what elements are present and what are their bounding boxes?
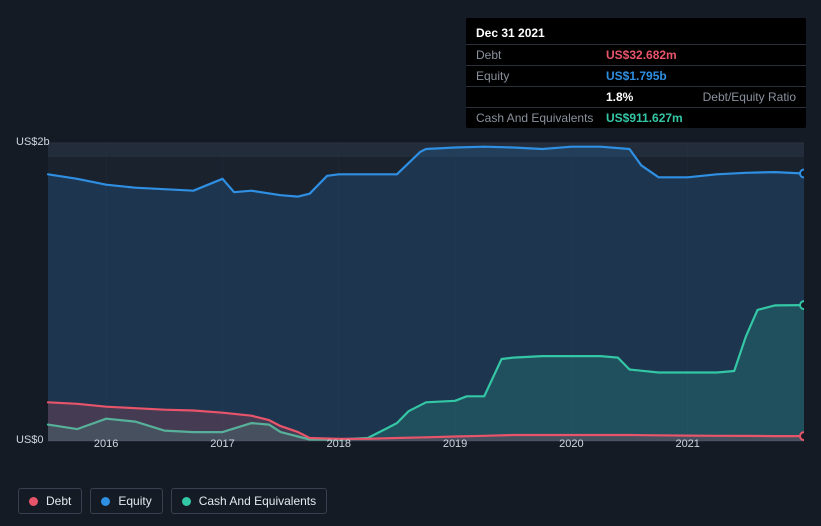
- legend: Debt Equity Cash And Equivalents: [18, 488, 327, 514]
- x-axis-tick-label: 2017: [210, 438, 234, 450]
- tooltip-row-label: [476, 90, 606, 104]
- legend-dot: [101, 497, 110, 506]
- y-axis-tick-label: US$0: [16, 434, 52, 446]
- chart-tooltip: Dec 31 2021 DebtUS$32.682mEquityUS$1.795…: [466, 18, 806, 128]
- legend-label: Equity: [118, 494, 151, 508]
- chart-container: 2016 2017 2018 2019 2020 2021 US$2b US$0: [18, 125, 804, 480]
- x-axis-tick-label: 2021: [675, 438, 699, 450]
- tooltip-row-value: US$32.682m: [606, 48, 796, 62]
- legend-item-equity[interactable]: Equity: [90, 488, 162, 514]
- tooltip-row-label: Cash And Equivalents: [476, 111, 606, 125]
- tooltip-row-label: Debt: [476, 48, 606, 62]
- tooltip-row-value: US$1.795b: [606, 69, 796, 83]
- x-axis-tick-label: 2018: [327, 438, 351, 450]
- x-axis-tick-label: 2016: [94, 438, 118, 450]
- tooltip-row-label: Equity: [476, 69, 606, 83]
- x-axis-tick-label: 2020: [559, 438, 583, 450]
- x-axis-tick-label: 2019: [443, 438, 467, 450]
- x-axis-labels: 2016 2017 2018 2019 2020 2021: [48, 438, 804, 454]
- legend-label: Debt: [46, 494, 71, 508]
- legend-item-debt[interactable]: Debt: [18, 488, 82, 514]
- area-chart[interactable]: [18, 125, 804, 445]
- legend-label: Cash And Equivalents: [199, 494, 316, 508]
- tooltip-row-value: US$911.627m: [606, 111, 796, 125]
- y-axis-tick-label: US$2b: [16, 136, 52, 148]
- tooltip-row-suffix: Debt/Equity Ratio: [703, 90, 796, 104]
- tooltip-row: EquityUS$1.795b: [466, 65, 806, 86]
- tooltip-date: Dec 31 2021: [466, 24, 806, 44]
- tooltip-row: 1.8% Debt/Equity Ratio: [466, 86, 806, 107]
- legend-dot: [29, 497, 38, 506]
- legend-item-cash-and-equivalents[interactable]: Cash And Equivalents: [171, 488, 327, 514]
- tooltip-row: DebtUS$32.682m: [466, 44, 806, 65]
- legend-dot: [182, 497, 191, 506]
- tooltip-row-value: 1.8%: [606, 90, 697, 104]
